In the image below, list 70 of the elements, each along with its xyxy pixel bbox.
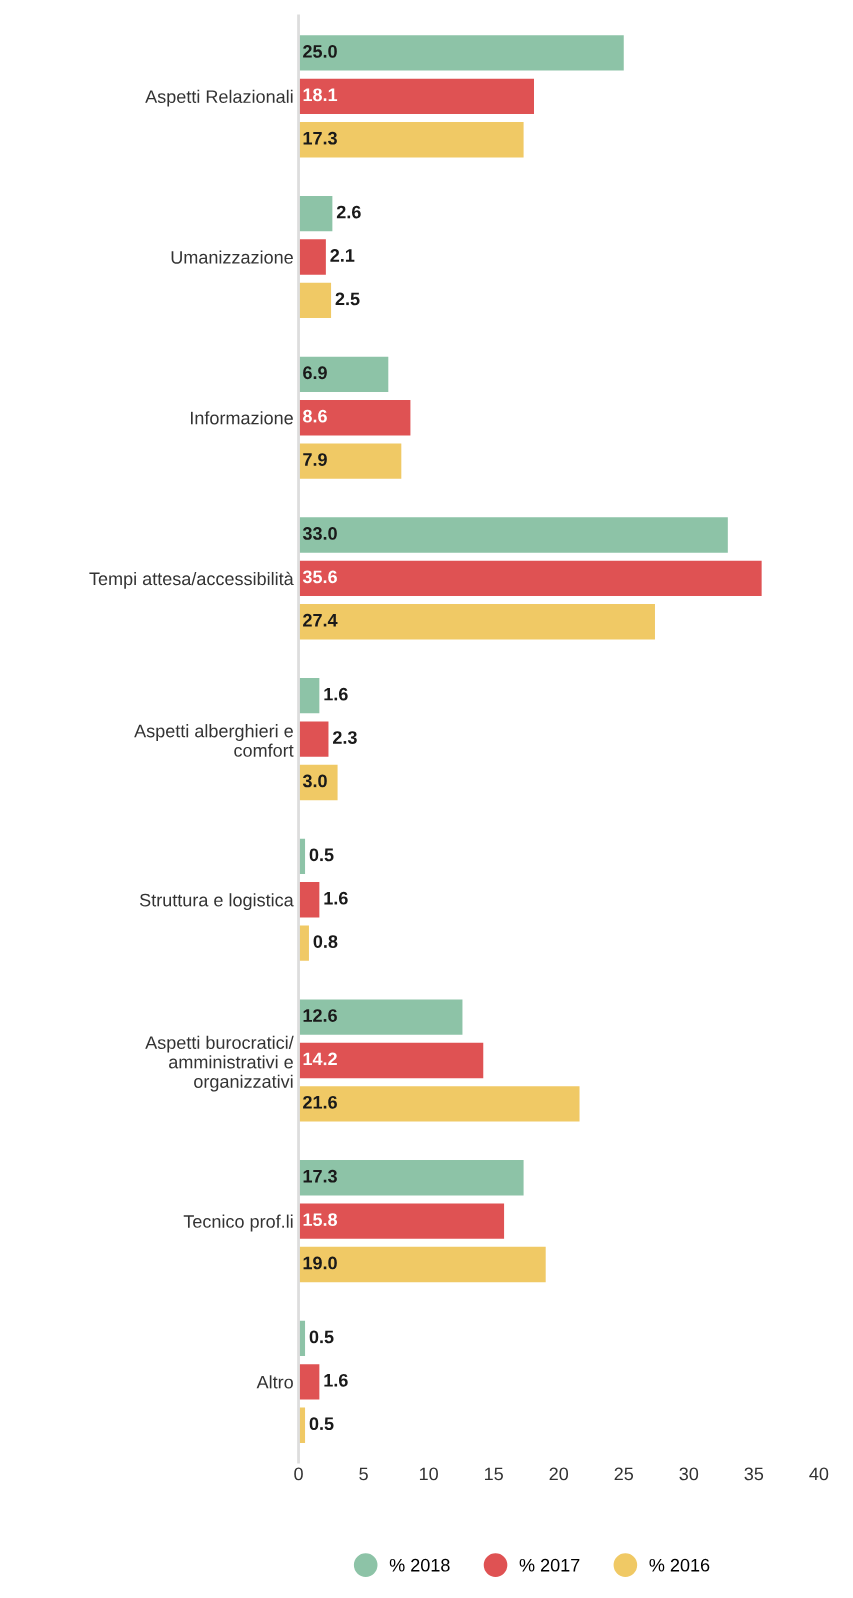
data-label: 3.0	[302, 774, 327, 788]
y-tick-label: Aspetti alberghieri e comfort	[134, 724, 294, 757]
bar	[298, 443, 402, 479]
legend-label: % 2018	[389, 1558, 450, 1572]
data-label: 33.0	[302, 527, 337, 540]
bar	[298, 195, 333, 232]
y-tick-label: Informazione	[190, 411, 293, 425]
bar	[298, 517, 728, 553]
bar	[298, 356, 389, 392]
data-label: 2.6	[336, 205, 361, 219]
data-label: 25.0	[303, 45, 337, 58]
data-label: 2.1	[330, 249, 355, 262]
data-label: 18.1	[303, 88, 338, 102]
bar	[298, 678, 320, 714]
data-label: 19.0	[303, 1256, 337, 1270]
x-tick-label: 15	[485, 1467, 503, 1481]
data-label: 0.8	[313, 935, 338, 948]
x-tick-label: 5	[359, 1467, 368, 1481]
y-tick-label: Tecnico prof.li	[183, 1214, 293, 1232]
x-tick-label: 30	[679, 1467, 699, 1481]
data-label: 0.5	[309, 1417, 334, 1431]
y-tick-label: Umanizzazione	[171, 250, 293, 264]
x-tick-label: 20	[549, 1467, 569, 1481]
data-label: 2.5	[335, 292, 360, 306]
bar	[298, 35, 624, 71]
data-label: 1.6	[324, 891, 348, 905]
bar	[298, 122, 524, 158]
x-tick-label: 40	[809, 1467, 829, 1481]
bar	[298, 239, 326, 275]
data-label: 21.6	[303, 1095, 337, 1109]
y-tick-label: Aspetti burocratici/ amministrativi e organizzativi	[145, 1035, 294, 1092]
bar	[298, 78, 534, 114]
data-label: 17.3	[303, 1169, 337, 1183]
data-label: 6.9	[303, 366, 327, 380]
x-tick-label: 10	[419, 1467, 438, 1481]
bar	[298, 1042, 484, 1079]
bar	[298, 560, 762, 597]
data-label: 15.8	[303, 1213, 338, 1226]
bar	[298, 282, 332, 319]
y-tick-label: Aspetti Relazionali	[145, 89, 293, 107]
data-label: 8.6	[303, 409, 327, 423]
data-label: 35.6	[302, 570, 337, 584]
x-tick-label: 25	[614, 1467, 634, 1481]
y-tick-label: Struttura e logistica	[139, 893, 294, 911]
data-label: 0.5	[309, 848, 334, 862]
bar	[298, 1086, 580, 1122]
bar	[298, 1203, 505, 1239]
x-tick-label: 35	[744, 1467, 764, 1481]
bar	[298, 999, 463, 1035]
data-label: 12.6	[303, 1009, 337, 1022]
data-label: 17.3	[303, 131, 337, 145]
y-tick-label: Tempi attesa/accessibilità	[89, 571, 294, 589]
y-tick-label: Altro	[256, 1375, 293, 1389]
data-label: 0.5	[309, 1330, 334, 1344]
data-label: 27.4	[303, 613, 338, 627]
data-label: 7.9	[303, 453, 327, 466]
bar	[298, 400, 411, 436]
data-label: 1.6	[324, 687, 348, 701]
bar	[298, 882, 320, 918]
data-label: 14.2	[303, 1052, 337, 1066]
bar	[298, 1160, 524, 1196]
data-label: 1.6	[324, 1373, 348, 1387]
legend-label: % 2017	[519, 1558, 580, 1572]
bar	[298, 604, 655, 640]
x-tick-label: 0	[294, 1467, 303, 1481]
bar	[298, 721, 329, 757]
bar	[298, 1364, 320, 1400]
bar	[298, 1246, 546, 1283]
legend-label: % 2016	[649, 1558, 710, 1572]
data-label: 2.3	[333, 731, 357, 744]
